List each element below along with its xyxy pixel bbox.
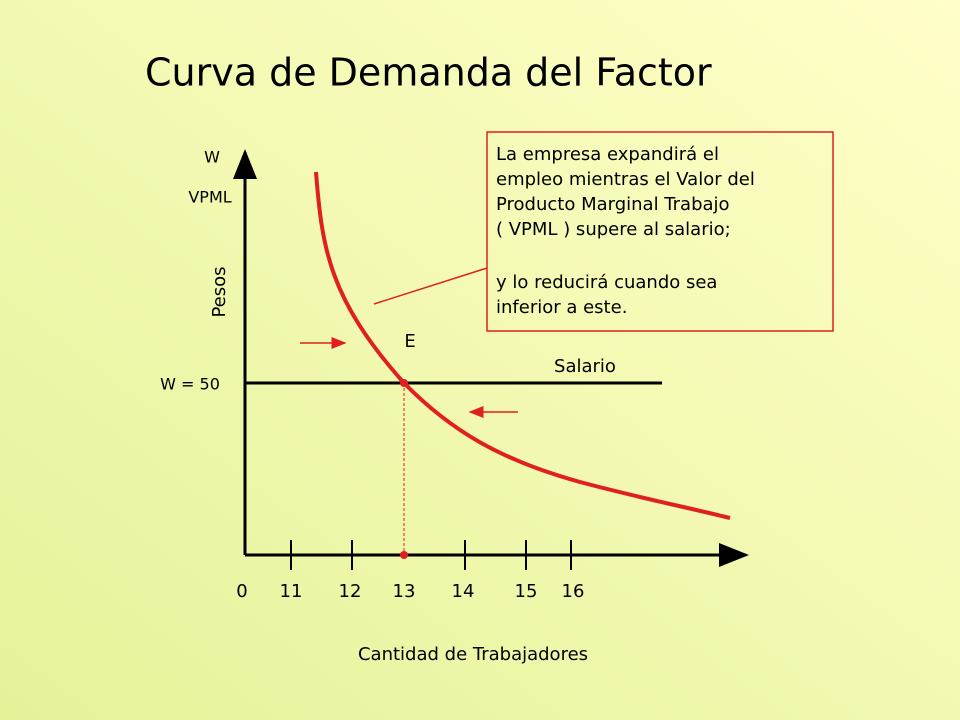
note-line: Producto Marginal Trabajo: [496, 194, 730, 215]
note-line: y lo reducirá cuando sea: [496, 272, 717, 293]
x-tick-label: 12: [339, 581, 362, 602]
x-tick-label: 14: [452, 581, 475, 602]
x-tick-label: 16: [562, 581, 585, 602]
x-tick-label: 11: [280, 581, 303, 602]
note-box: [486, 131, 834, 332]
demand-curve: [314, 171, 731, 520]
note-line: inferior a este.: [496, 297, 627, 318]
x-tick-label: 13: [393, 581, 416, 602]
line-label: Salario: [554, 356, 616, 377]
y-label-top: W: [204, 148, 220, 167]
y-label-second: VPML: [188, 188, 231, 207]
y-label-side: Pesos: [209, 266, 230, 317]
point-label: E: [404, 331, 415, 352]
wage-label: W = 50: [160, 375, 220, 394]
note: La empresa expandirá el empleo mientras e…: [496, 144, 755, 318]
note-line: empleo mientras el Valor del: [496, 169, 755, 190]
note-line: La empresa expandirá el: [496, 144, 719, 165]
x-ticks: [290, 540, 572, 570]
title: Curva de Demanda del Factor: [145, 51, 712, 95]
x-tick-labels: 0 11 12 13 14 15 16: [236, 581, 584, 602]
note-line: ( VPML ) supere al salario;: [496, 219, 731, 240]
equilibrium-dot: [400, 379, 408, 387]
pointer: [373, 267, 488, 305]
axis-dot: [400, 551, 408, 559]
x-tick-label: 0: [236, 581, 247, 602]
x-label: Cantidad de Trabajadores: [358, 644, 588, 665]
x-tick-label: 15: [515, 581, 538, 602]
